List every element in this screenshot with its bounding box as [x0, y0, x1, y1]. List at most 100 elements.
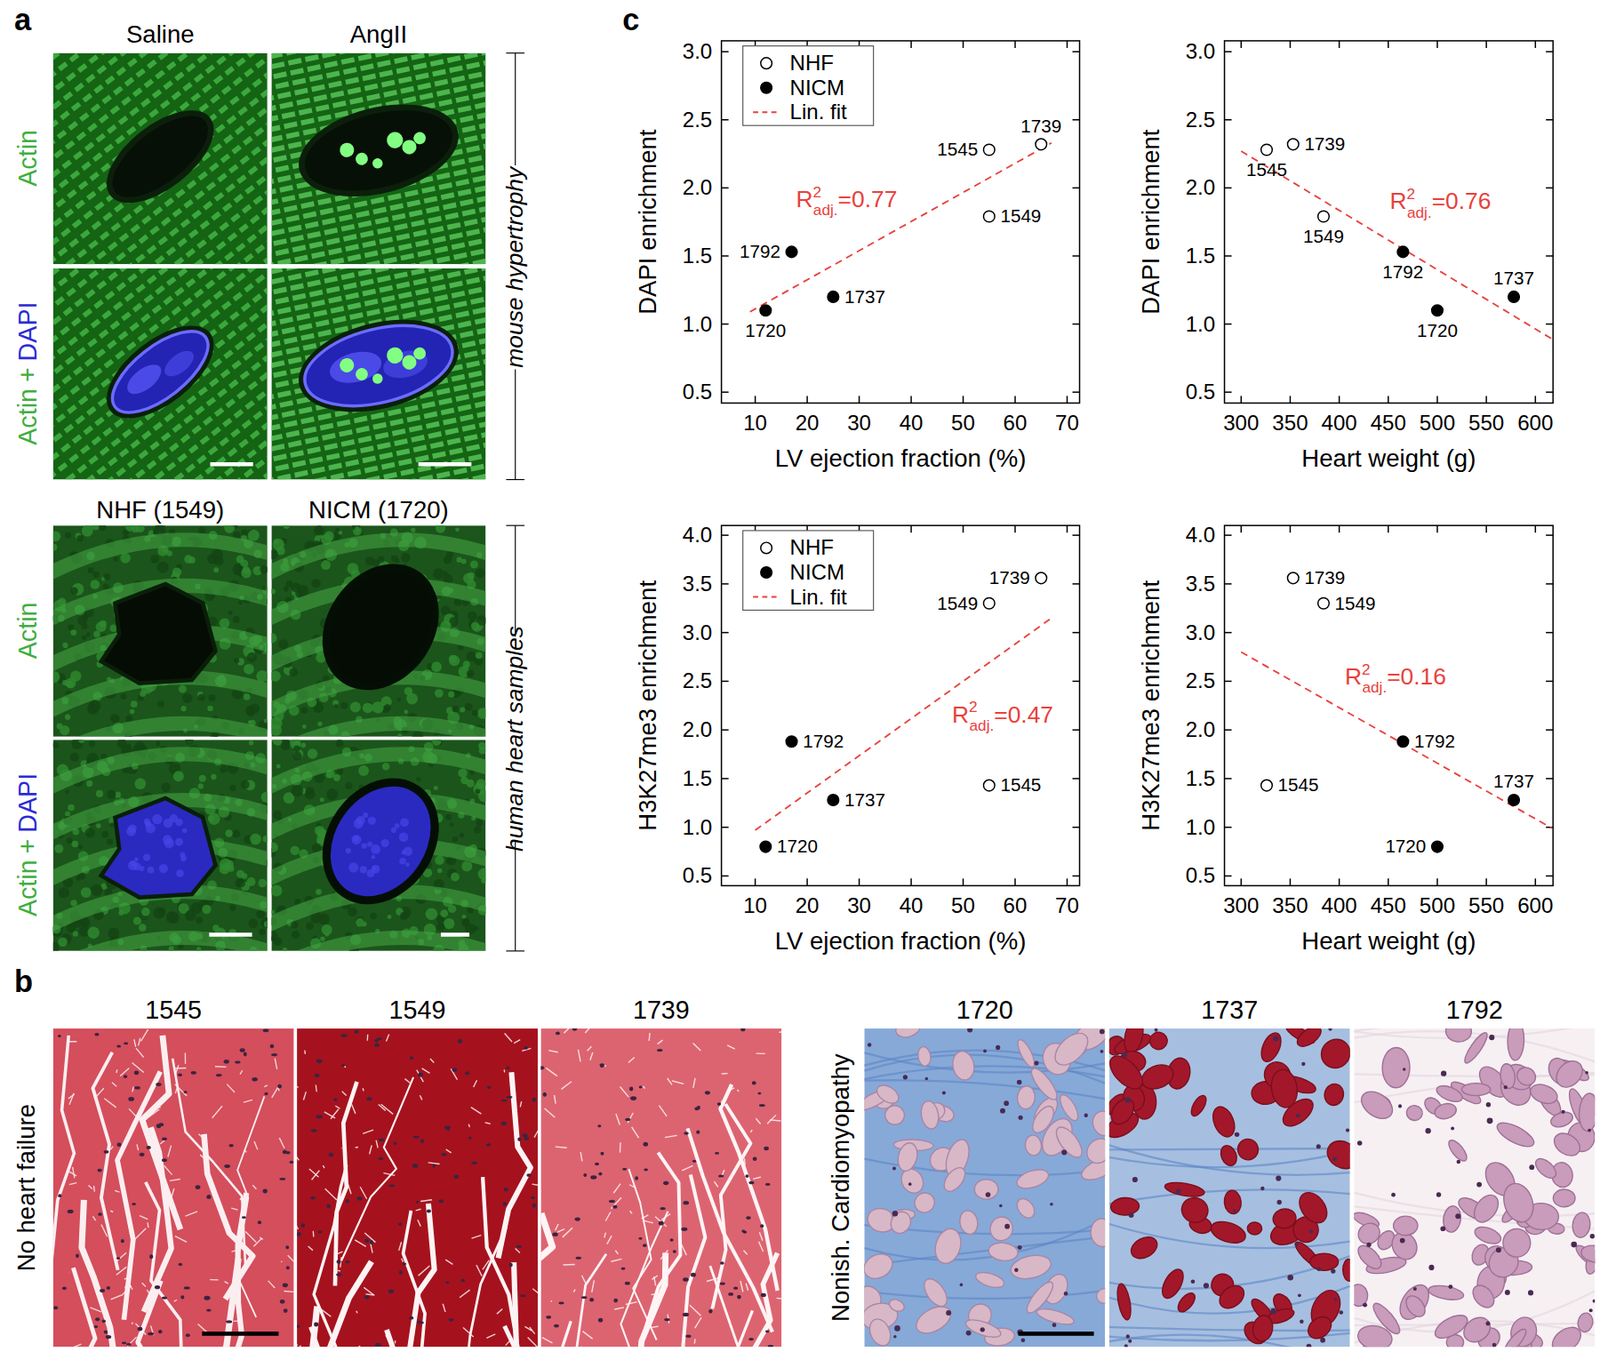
- chromatin: [361, 843, 368, 849]
- fiber: [130, 208, 268, 265]
- texture: [261, 917, 268, 928]
- cell-border: [776, 1297, 783, 1299]
- texture: [214, 555, 224, 566]
- texture: [473, 825, 481, 833]
- texture: [455, 527, 460, 532]
- cell-border: [114, 1190, 120, 1192]
- cell-border: [619, 1142, 622, 1152]
- cell-border: [658, 1105, 667, 1117]
- texture: [157, 700, 165, 708]
- cell-border: [551, 1300, 552, 1303]
- histology-bg: [864, 1028, 1105, 1347]
- nucleus: [99, 1288, 105, 1293]
- cell-border: [430, 1058, 434, 1064]
- chromatin: [176, 869, 184, 878]
- nucleus: [326, 1203, 331, 1208]
- nucleus: [506, 1096, 513, 1099]
- cell-border: [209, 1279, 218, 1281]
- nucleus: [184, 1286, 191, 1289]
- myocyte: [958, 1208, 981, 1236]
- nucleus: [234, 1060, 240, 1064]
- nucleus: [316, 1058, 323, 1064]
- texture: [293, 744, 300, 752]
- chromatin: [351, 834, 361, 845]
- nucleus: [545, 1315, 552, 1320]
- nucleus: [57, 1193, 62, 1198]
- texture: [210, 774, 216, 780]
- cell-border: [92, 1216, 96, 1221]
- texture: [53, 544, 58, 552]
- texture: [452, 705, 460, 713]
- cell-border: [169, 1179, 181, 1182]
- cell-border: [577, 1049, 581, 1062]
- texture: [397, 733, 402, 736]
- histology: [864, 1028, 1105, 1347]
- cell-border: [615, 1250, 618, 1255]
- texture: [219, 617, 231, 629]
- fiber: [271, 447, 486, 480]
- nucleus: [283, 1308, 288, 1313]
- nucleus: [154, 1285, 160, 1289]
- fiber: [271, 937, 486, 952]
- nucleus: [759, 1104, 766, 1107]
- texture: [412, 730, 424, 736]
- fiber: [53, 539, 268, 576]
- texture: [53, 531, 62, 543]
- nucleus: [892, 1210, 898, 1216]
- interstitium: [317, 1261, 372, 1347]
- texture: [354, 526, 360, 531]
- nucleus: [184, 1090, 188, 1094]
- texture: [280, 740, 291, 751]
- nucleus: [1064, 1291, 1069, 1296]
- nucleus-halo: [288, 88, 469, 212]
- nucleus: [733, 1287, 738, 1290]
- nucleus: [622, 1168, 627, 1171]
- cell-border: [745, 1283, 748, 1291]
- cell-border: [752, 1176, 761, 1179]
- texture: [54, 844, 64, 854]
- texture: [467, 611, 478, 622]
- nucleus: [161, 1158, 168, 1162]
- nucleus: [630, 1096, 637, 1101]
- texture: [93, 631, 100, 638]
- nucleus: [94, 1325, 99, 1328]
- cell-border: [651, 1293, 662, 1295]
- nucleus: [123, 1074, 128, 1079]
- myocyte: [1081, 1133, 1105, 1168]
- cell-border: [442, 1304, 446, 1312]
- texture: [243, 664, 255, 675]
- texture: [81, 525, 94, 537]
- nucleus: [659, 1207, 665, 1210]
- fibers: [271, 268, 486, 480]
- nucleus: [1018, 1115, 1024, 1120]
- cell-border: [505, 1337, 513, 1345]
- chromocenter: [412, 130, 428, 146]
- texture: [247, 877, 256, 887]
- chromatin: [368, 816, 376, 825]
- cell-border: [736, 1089, 739, 1092]
- texture: [286, 580, 294, 588]
- row-label-plus: +: [13, 367, 42, 383]
- myocyte: [864, 1248, 896, 1283]
- nucleus-halo: [288, 304, 469, 428]
- fiber: [121, 413, 267, 480]
- interstitium: [636, 1252, 666, 1347]
- cell-border: [362, 1129, 374, 1134]
- texture: [470, 560, 479, 568]
- texture: [70, 671, 81, 682]
- nucleus: [1049, 1202, 1054, 1207]
- cell-border: [146, 1289, 153, 1299]
- texture: [237, 880, 246, 888]
- texture: [248, 529, 260, 542]
- nucleus: [224, 1164, 231, 1168]
- nucleus: [468, 1136, 472, 1140]
- cell-border: [496, 1309, 503, 1315]
- cell-border: [672, 1080, 684, 1084]
- texture: [448, 655, 457, 664]
- cell-border: [136, 1144, 139, 1151]
- nucleus: [177, 1072, 183, 1077]
- texture: [301, 706, 309, 714]
- column-title: AngII: [350, 20, 408, 48]
- chromatin: [182, 828, 188, 834]
- cell-border: [93, 1185, 96, 1192]
